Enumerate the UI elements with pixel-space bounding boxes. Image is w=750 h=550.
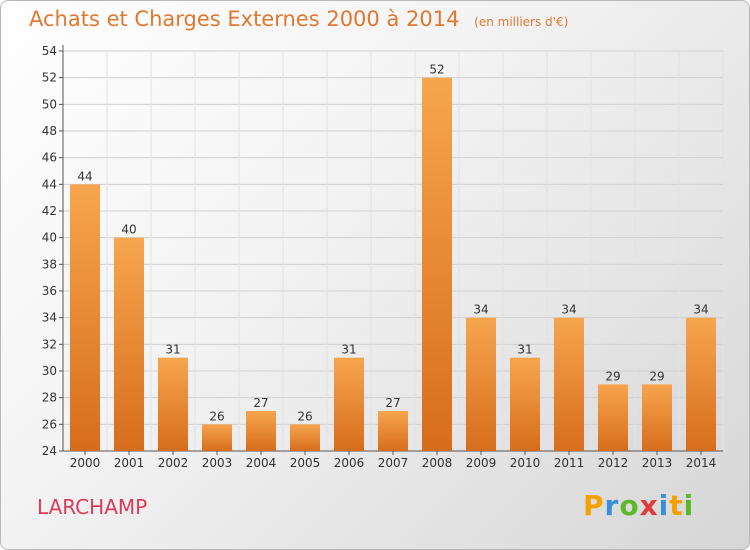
y-tick-label: 50 xyxy=(42,97,57,111)
data-label-2010: 31 xyxy=(517,343,532,357)
bar-2005 xyxy=(290,424,320,451)
data-label-2012: 29 xyxy=(605,369,620,383)
bars xyxy=(70,77,716,452)
y-tick-labels: 24 26 28 30 32 34 36 38 40 42 44 46 48 50 52 54 xyxy=(42,44,57,458)
x-tick-label-2001: 2001 xyxy=(114,456,145,470)
x-tick-label-2005: 2005 xyxy=(290,456,321,470)
x-tick-label-2013: 2013 xyxy=(642,456,673,470)
x-tick-label-2003: 2003 xyxy=(202,456,233,470)
data-label-2007: 27 xyxy=(385,396,400,410)
y-tick-label: 24 xyxy=(42,444,57,458)
x-tick-label-2010: 2010 xyxy=(510,456,541,470)
x-tick-label-2012: 2012 xyxy=(598,456,629,470)
y-tick-label: 28 xyxy=(42,391,57,405)
y-tick-label: 52 xyxy=(42,71,57,85)
y-tick-label: 30 xyxy=(42,364,57,378)
bar-2013 xyxy=(642,384,672,451)
chart-subtitle: (en milliers d'€) xyxy=(474,15,569,29)
location-label: LARCHAMP xyxy=(37,495,148,519)
bar-2004 xyxy=(246,411,276,451)
data-label-2006: 31 xyxy=(341,343,356,357)
x-tick-label-2007: 2007 xyxy=(378,456,409,470)
y-tick-label: 26 xyxy=(42,417,57,431)
y-tick-label: 54 xyxy=(42,44,57,58)
bar-2008 xyxy=(422,77,452,452)
y-tick-label: 42 xyxy=(42,204,57,218)
data-label-2005: 26 xyxy=(297,409,312,423)
x-tick-label-2000: 2000 xyxy=(70,456,101,470)
bar-2006 xyxy=(334,357,364,451)
y-tick-label: 46 xyxy=(42,151,57,165)
y-tick-label: 32 xyxy=(42,337,57,351)
bar-2009 xyxy=(466,317,496,451)
y-tick-label: 48 xyxy=(42,124,57,138)
data-label-2004: 27 xyxy=(253,396,268,410)
bar-2000 xyxy=(70,184,100,452)
bar-2010 xyxy=(510,357,540,451)
bar-2003 xyxy=(202,424,232,451)
chart-title-text: Achats et Charges Externes 2000 à 2014 xyxy=(29,7,460,31)
y-tick-label: 34 xyxy=(42,311,57,325)
chart-title: Achats et Charges Externes 2000 à 2014 (… xyxy=(29,7,568,31)
data-label-2013: 29 xyxy=(649,369,664,383)
x-tick-labels: 2000 2001 2002 2003 2004 2005 2006 2007 2008 2009… xyxy=(70,456,717,470)
data-label-2001: 40 xyxy=(121,223,136,237)
x-tick-label-2011: 2011 xyxy=(554,456,585,470)
x-tick-label-2004: 2004 xyxy=(246,456,277,470)
y-tick-label: 44 xyxy=(42,177,57,191)
x-tick-label-2002: 2002 xyxy=(158,456,189,470)
x-tick-label-2014: 2014 xyxy=(686,456,717,470)
data-label-2014: 34 xyxy=(693,303,708,317)
x-tick-label-2006: 2006 xyxy=(334,456,365,470)
bar-2014 xyxy=(686,317,716,451)
y-tick-label: 38 xyxy=(42,257,57,271)
data-label-2011: 34 xyxy=(561,303,576,317)
bar-2007 xyxy=(378,411,408,451)
y-tick-label: 36 xyxy=(42,284,57,298)
bar-2002 xyxy=(158,357,188,451)
data-label-2008: 52 xyxy=(429,63,444,77)
data-label-2002: 31 xyxy=(165,343,180,357)
data-label-2000: 44 xyxy=(77,169,92,183)
bar-2001 xyxy=(114,237,144,451)
data-label-2003: 26 xyxy=(209,409,224,423)
x-tick-label-2009: 2009 xyxy=(466,456,497,470)
proxiti-logo: Proxiti xyxy=(583,489,695,522)
data-labels: 44 40 31 26 27 26 31 27 52 34 31 34 29 29 34 xyxy=(77,63,708,424)
y-tick-label: 40 xyxy=(42,231,57,245)
bar-2011 xyxy=(554,317,584,451)
data-label-2009: 34 xyxy=(473,303,488,317)
bar-2012 xyxy=(598,384,628,451)
x-tick-label-2008: 2008 xyxy=(422,456,453,470)
